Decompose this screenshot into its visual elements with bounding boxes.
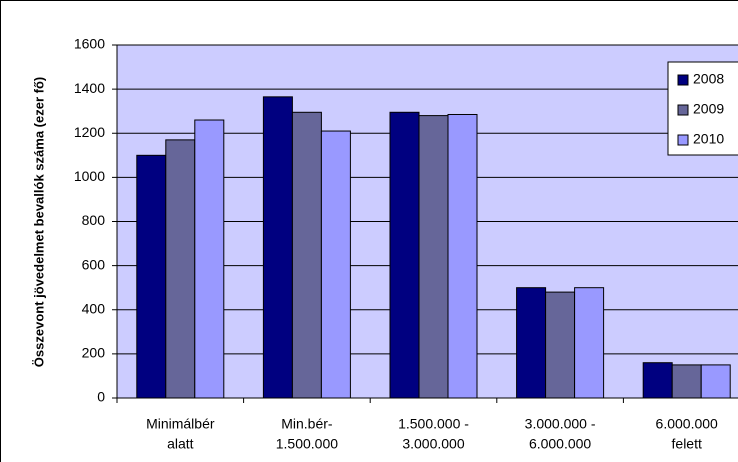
- bar: [447, 113, 478, 399]
- x-tick-label: alatt: [167, 436, 194, 452]
- bar: [574, 287, 605, 399]
- y-axis-label: Összevont jövedelmet bevallók száma (eze…: [31, 77, 46, 367]
- bar: [700, 364, 731, 399]
- legend-swatch: [677, 134, 689, 146]
- bar: [136, 154, 167, 399]
- y-tick-label: 1200: [74, 124, 105, 140]
- legend-label: 2008: [693, 71, 724, 87]
- y-tick-label: 1400: [74, 80, 105, 96]
- legend-label: 2009: [693, 101, 724, 117]
- bar: [194, 119, 225, 399]
- legend-swatch: [677, 104, 689, 116]
- legend-swatch: [677, 74, 689, 86]
- y-tick-label: 1600: [74, 36, 105, 52]
- y-tick-label: 200: [82, 345, 106, 361]
- y-tick-label: 800: [82, 212, 106, 228]
- x-tick-label: Minimálbér: [146, 416, 215, 432]
- y-tick-label: 600: [82, 256, 106, 272]
- bar: [291, 111, 322, 399]
- x-tick-label: 6.000.000: [656, 416, 718, 432]
- x-tick-label: 6.000.000: [529, 436, 591, 452]
- x-tick-label: Min.bér-: [281, 416, 333, 432]
- bar: [671, 364, 702, 399]
- bar: [418, 115, 449, 399]
- y-tick-label: 1000: [74, 168, 105, 184]
- bar: [642, 362, 673, 399]
- y-tick-label: 0: [97, 389, 105, 405]
- y-tick-label: 400: [82, 300, 106, 316]
- x-tick-label: 1.500.000: [276, 436, 338, 452]
- bar: [545, 291, 576, 399]
- bar: [262, 96, 293, 399]
- legend-label: 2010: [693, 131, 724, 147]
- x-tick-label: 3.000.000: [402, 436, 464, 452]
- x-tick-label: 3.000.000 -: [525, 416, 596, 432]
- x-tick-label: felett: [672, 436, 702, 452]
- bar: [389, 111, 420, 399]
- x-tick-label: 1.500.000 -: [398, 416, 469, 432]
- bar: [165, 139, 196, 399]
- bar: [320, 130, 351, 399]
- bar: [516, 287, 547, 399]
